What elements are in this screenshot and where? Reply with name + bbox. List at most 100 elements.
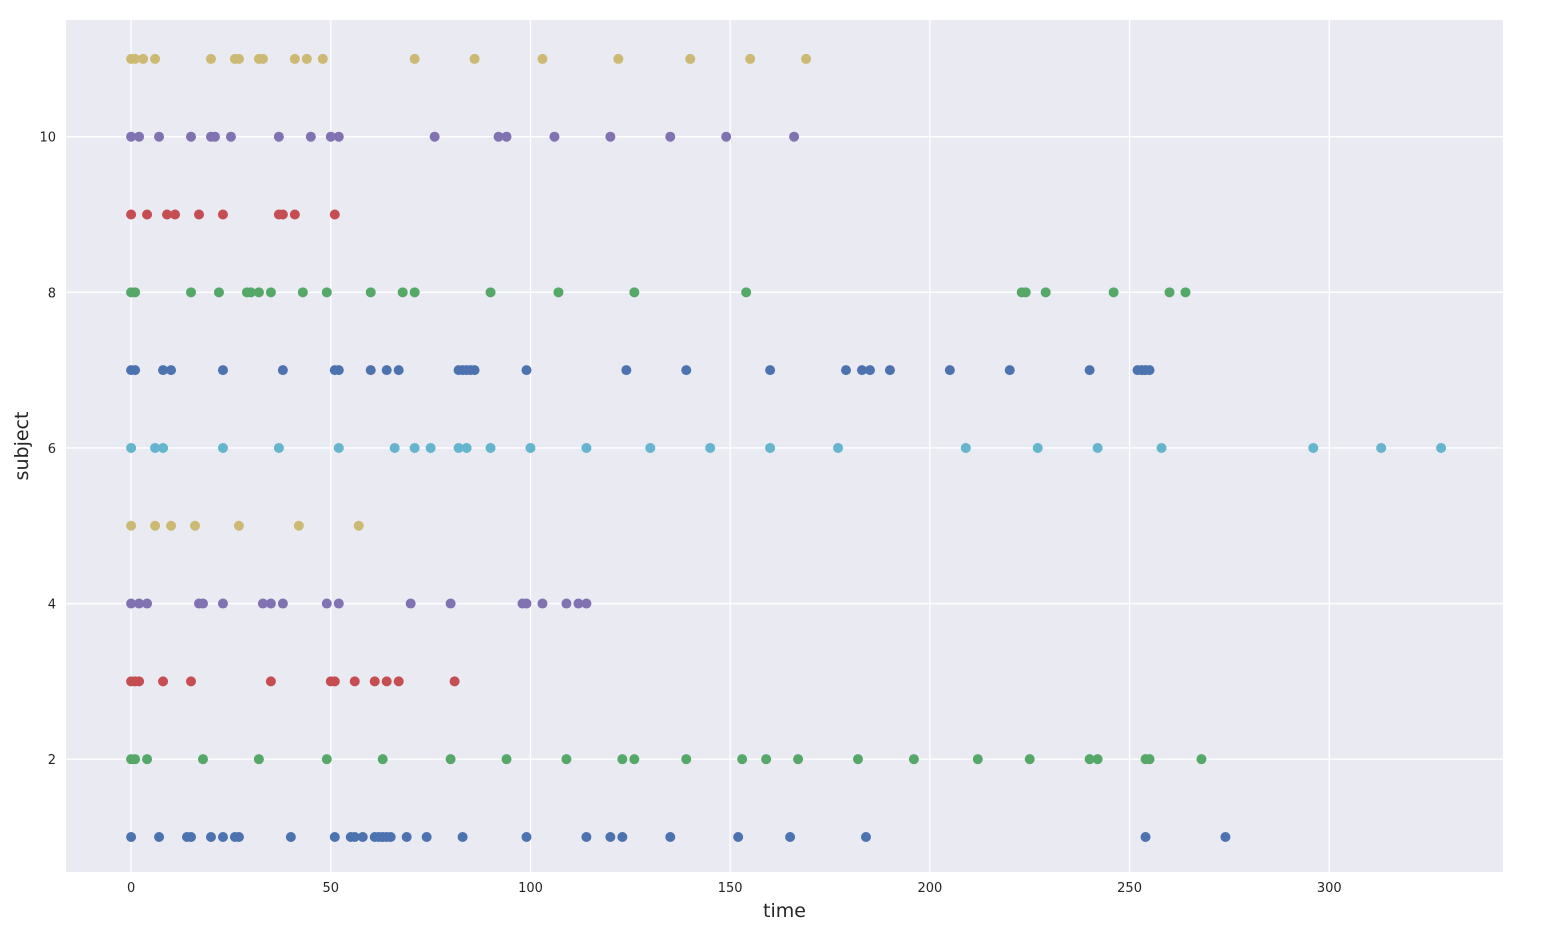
data-point: [681, 754, 692, 765]
data-point: [445, 598, 456, 609]
data-point: [409, 442, 420, 453]
data-point: [217, 209, 228, 220]
data-point: [217, 442, 228, 453]
data-point: [305, 131, 316, 142]
data-point: [217, 365, 228, 376]
data-point: [265, 598, 276, 609]
data-point: [253, 287, 264, 298]
data-point: [381, 365, 392, 376]
data-point: [265, 287, 276, 298]
data-point: [449, 676, 460, 687]
x-tick-label: 150: [718, 881, 743, 896]
data-point: [353, 520, 364, 531]
data-point: [485, 287, 496, 298]
data-point: [385, 831, 396, 842]
x-tick-label: 50: [323, 881, 340, 896]
data-point: [793, 754, 804, 765]
data-point: [501, 131, 512, 142]
data-point: [369, 676, 380, 687]
data-point: [685, 53, 696, 64]
data-point: [409, 287, 420, 298]
data-point: [154, 131, 165, 142]
data-points: [126, 53, 1447, 842]
data-point: [301, 53, 312, 64]
data-point: [233, 520, 244, 531]
data-point: [665, 131, 676, 142]
data-point: [789, 131, 800, 142]
data-point: [401, 831, 412, 842]
data-point: [333, 598, 344, 609]
data-point: [333, 365, 344, 376]
data-point: [521, 831, 532, 842]
data-point: [321, 598, 332, 609]
data-point: [605, 831, 616, 842]
data-point: [501, 754, 512, 765]
data-point: [469, 53, 480, 64]
data-point: [213, 287, 224, 298]
data-point: [289, 209, 300, 220]
data-point: [525, 442, 536, 453]
data-point: [333, 442, 344, 453]
data-point: [209, 131, 220, 142]
x-axis-label: time: [763, 900, 806, 922]
data-point: [142, 209, 153, 220]
data-point: [445, 754, 456, 765]
data-point: [365, 287, 376, 298]
data-point: [389, 442, 400, 453]
data-point: [257, 598, 268, 609]
y-tick-label: 8: [48, 286, 56, 301]
data-point: [553, 287, 564, 298]
data-point: [549, 131, 560, 142]
x-tick-labels: 0 50 100 150 200 250 300: [127, 881, 1342, 896]
x-tick-label: 300: [1317, 881, 1342, 896]
data-point: [233, 831, 244, 842]
data-point: [521, 365, 532, 376]
y-axis-label: subject: [11, 412, 33, 481]
data-point: [126, 520, 137, 531]
data-point: [461, 442, 472, 453]
data-point: [150, 53, 161, 64]
data-point: [289, 53, 300, 64]
data-point: [617, 831, 628, 842]
data-point: [134, 598, 145, 609]
y-tick-labels: 2 4 6 8 10: [39, 131, 56, 768]
data-point: [469, 365, 480, 376]
data-point: [377, 754, 388, 765]
data-point: [130, 287, 141, 298]
data-point: [277, 209, 288, 220]
data-point: [349, 676, 360, 687]
data-point: [405, 598, 416, 609]
data-point: [453, 442, 464, 453]
data-point: [217, 598, 228, 609]
data-point: [1004, 365, 1015, 376]
data-point: [329, 831, 340, 842]
data-point: [158, 442, 169, 453]
data-point: [521, 598, 532, 609]
data-point: [429, 131, 440, 142]
data-point: [197, 598, 208, 609]
data-point: [166, 365, 177, 376]
data-point: [142, 754, 153, 765]
data-point: [972, 754, 983, 765]
data-point: [277, 598, 288, 609]
data-point: [960, 442, 971, 453]
data-point: [154, 831, 165, 842]
data-point: [1156, 442, 1167, 453]
data-point: [381, 676, 392, 687]
data-point: [186, 676, 197, 687]
data-point: [1196, 754, 1207, 765]
data-point: [409, 53, 420, 64]
data-point: [457, 831, 468, 842]
data-point: [908, 754, 919, 765]
x-tick-label: 0: [127, 881, 135, 896]
data-point: [421, 831, 432, 842]
data-point: [217, 831, 228, 842]
data-point: [253, 754, 264, 765]
data-point: [397, 287, 408, 298]
data-point: [186, 831, 197, 842]
data-point: [150, 520, 161, 531]
data-point: [277, 365, 288, 376]
data-point: [1308, 442, 1319, 453]
data-point: [273, 442, 284, 453]
data-point: [1092, 442, 1103, 453]
